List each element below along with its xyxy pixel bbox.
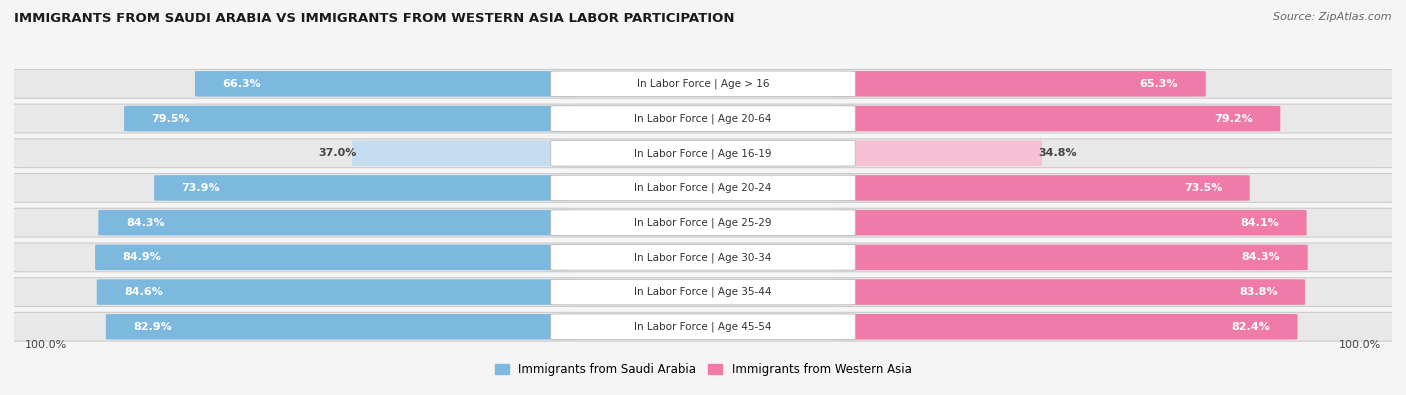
FancyBboxPatch shape [834, 279, 1305, 305]
Text: 84.9%: 84.9% [122, 252, 162, 262]
Text: 84.3%: 84.3% [1241, 252, 1279, 262]
FancyBboxPatch shape [97, 279, 572, 305]
FancyBboxPatch shape [155, 175, 572, 201]
Legend: Immigrants from Saudi Arabia, Immigrants from Western Asia: Immigrants from Saudi Arabia, Immigrants… [489, 358, 917, 381]
Text: In Labor Force | Age > 16: In Labor Force | Age > 16 [637, 79, 769, 89]
FancyBboxPatch shape [4, 139, 1402, 167]
FancyBboxPatch shape [834, 71, 1206, 97]
Text: 66.3%: 66.3% [222, 79, 262, 89]
FancyBboxPatch shape [551, 210, 855, 235]
FancyBboxPatch shape [4, 208, 1402, 237]
FancyBboxPatch shape [551, 175, 855, 201]
FancyBboxPatch shape [551, 106, 855, 131]
FancyBboxPatch shape [834, 314, 1298, 340]
Text: 100.0%: 100.0% [25, 340, 67, 350]
Text: 84.6%: 84.6% [124, 287, 163, 297]
Text: 79.5%: 79.5% [152, 113, 190, 124]
FancyBboxPatch shape [4, 173, 1402, 202]
Text: In Labor Force | Age 16-19: In Labor Force | Age 16-19 [634, 148, 772, 158]
Text: In Labor Force | Age 35-44: In Labor Force | Age 35-44 [634, 287, 772, 297]
FancyBboxPatch shape [551, 245, 855, 270]
FancyBboxPatch shape [4, 243, 1402, 272]
FancyBboxPatch shape [834, 106, 1281, 131]
Text: 79.2%: 79.2% [1213, 113, 1253, 124]
Text: 83.8%: 83.8% [1239, 287, 1278, 297]
Text: In Labor Force | Age 30-34: In Labor Force | Age 30-34 [634, 252, 772, 263]
Text: 84.1%: 84.1% [1240, 218, 1279, 228]
Text: 73.9%: 73.9% [181, 183, 221, 193]
FancyBboxPatch shape [551, 314, 855, 340]
FancyBboxPatch shape [834, 175, 1250, 201]
FancyBboxPatch shape [4, 312, 1402, 341]
FancyBboxPatch shape [551, 71, 855, 97]
Text: In Labor Force | Age 25-29: In Labor Force | Age 25-29 [634, 217, 772, 228]
Text: In Labor Force | Age 45-54: In Labor Force | Age 45-54 [634, 322, 772, 332]
Text: 65.3%: 65.3% [1140, 79, 1178, 89]
FancyBboxPatch shape [195, 71, 572, 97]
FancyBboxPatch shape [96, 245, 572, 270]
Text: 73.5%: 73.5% [1184, 183, 1222, 193]
Text: 100.0%: 100.0% [1339, 340, 1381, 350]
Text: 82.4%: 82.4% [1232, 322, 1270, 332]
FancyBboxPatch shape [352, 141, 572, 166]
FancyBboxPatch shape [4, 278, 1402, 307]
Text: 82.9%: 82.9% [134, 322, 172, 332]
FancyBboxPatch shape [124, 106, 572, 131]
FancyBboxPatch shape [834, 245, 1308, 270]
Text: In Labor Force | Age 20-64: In Labor Force | Age 20-64 [634, 113, 772, 124]
Text: IMMIGRANTS FROM SAUDI ARABIA VS IMMIGRANTS FROM WESTERN ASIA LABOR PARTICIPATION: IMMIGRANTS FROM SAUDI ARABIA VS IMMIGRAN… [14, 12, 734, 25]
FancyBboxPatch shape [551, 141, 855, 166]
Text: 84.3%: 84.3% [127, 218, 165, 228]
FancyBboxPatch shape [4, 104, 1402, 133]
FancyBboxPatch shape [834, 141, 1042, 166]
FancyBboxPatch shape [4, 70, 1402, 98]
FancyBboxPatch shape [551, 279, 855, 305]
Text: Source: ZipAtlas.com: Source: ZipAtlas.com [1274, 12, 1392, 22]
FancyBboxPatch shape [834, 210, 1306, 235]
FancyBboxPatch shape [105, 314, 572, 340]
Text: 34.8%: 34.8% [1038, 148, 1077, 158]
Text: 37.0%: 37.0% [318, 148, 356, 158]
Text: In Labor Force | Age 20-24: In Labor Force | Age 20-24 [634, 183, 772, 193]
FancyBboxPatch shape [98, 210, 572, 235]
